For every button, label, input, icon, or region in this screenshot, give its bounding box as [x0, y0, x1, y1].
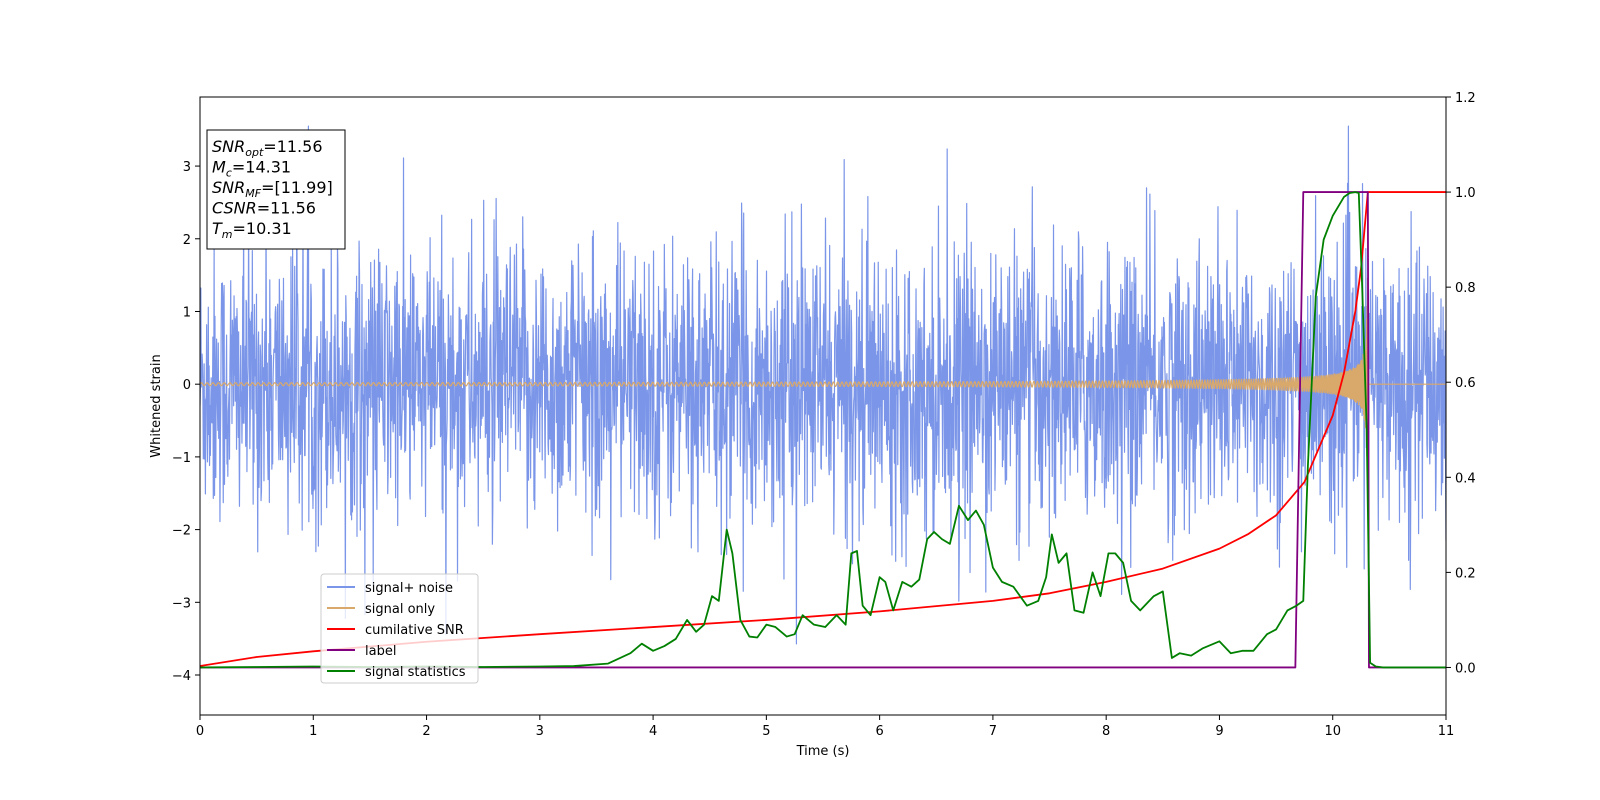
legend-box [320, 573, 479, 684]
annotation-variable: T [212, 219, 223, 238]
x-axis-label: Time (s) [796, 744, 850, 759]
x-tick-label: 4 [649, 724, 657, 739]
annotation-variable: CSNR [212, 199, 257, 218]
y2-tick-label: 0.2 [1455, 566, 1476, 581]
series-line-signal-only [200, 277, 1446, 457]
plot-frame [199, 96, 1447, 716]
y-tick-label: 3 [183, 160, 191, 175]
legend-label: signal+ noise [365, 581, 453, 596]
stats-annotation-box: SNRopt=11.56Mc=14.31SNRMF=[11.99]CSNR=11… [206, 129, 346, 250]
annotation-variable: SNR [212, 137, 245, 156]
y-axis-right: 0.0 0.2 0.4 0.6 0.8 1.0 1.2 [1446, 91, 1476, 676]
y2-tick-label: 1.0 [1455, 186, 1476, 201]
y-tick-label: −1 [172, 451, 191, 466]
y-axis-left: −4 −3 −2 −1 0 1 2 3 [172, 160, 200, 684]
series-line-cumilative-snr [200, 191, 1446, 667]
x-tick-label: 10 [1324, 724, 1341, 739]
annotation-value: =[11.99] [261, 178, 333, 197]
annotation-subscript: MF [245, 187, 261, 200]
x-tick-label: 7 [989, 724, 997, 739]
y-tick-label: 0 [183, 378, 191, 393]
y-tick-label: −2 [172, 524, 191, 539]
plot-area [200, 125, 1446, 669]
y-tick-label: −3 [172, 596, 191, 611]
legend: signal+ noise signal only cumilative SNR la… [320, 573, 479, 684]
x-tick-label: 3 [536, 724, 544, 739]
series-line-signal-noise [200, 125, 1446, 645]
legend-label: signal only [365, 602, 435, 617]
series-line-signal-statistics [200, 191, 1446, 669]
x-tick-label: 2 [422, 724, 430, 739]
y2-tick-label: 0.8 [1455, 281, 1476, 296]
y-tick-label: 1 [183, 305, 191, 320]
y2-tick-label: 0.4 [1455, 471, 1476, 486]
x-tick-label: 8 [1102, 724, 1110, 739]
legend-label: cumilative SNR [365, 623, 464, 638]
x-tick-label: 0 [196, 724, 204, 739]
x-tick-label: 11 [1438, 724, 1455, 739]
x-tick-label: 6 [875, 724, 883, 739]
x-axis: 0 1 2 3 4 5 6 7 8 9 10 11 [196, 715, 1454, 739]
annotation-subscript: opt [245, 146, 264, 159]
annotation-box [206, 129, 346, 250]
x-tick-label: 5 [762, 724, 770, 739]
annotation-variable: M [212, 158, 226, 177]
y2-tick-label: 0.6 [1455, 376, 1476, 391]
legend-label: signal statistics [365, 665, 466, 680]
annotation-subscript: c [226, 167, 232, 180]
annotation-variable: SNR [212, 178, 245, 197]
y2-tick-label: 1.2 [1455, 91, 1476, 106]
annotation-line: SNRopt=11.56 [212, 137, 323, 159]
y-axis-label: Whitened strain [149, 354, 164, 457]
y-tick-label: −4 [172, 669, 191, 684]
annotation-line: Mc=14.31 [212, 158, 291, 180]
y2-tick-label: 0.0 [1455, 661, 1476, 676]
x-tick-label: 9 [1215, 724, 1223, 739]
annotation-line: CSNR=11.56 [212, 199, 316, 218]
annotation-value: =11.56 [257, 199, 316, 218]
legend-label: label [365, 644, 396, 659]
x-tick-label: 1 [309, 724, 317, 739]
annotation-line: Tm=10.31 [212, 219, 292, 241]
annotation-value: =14.31 [232, 158, 291, 177]
annotation-subscript: m [222, 228, 233, 241]
annotation-line: SNRMF=[11.99] [212, 178, 333, 200]
y-tick-label: 2 [183, 233, 191, 248]
annotation-value: =11.56 [263, 137, 322, 156]
annotation-value: =10.31 [233, 219, 292, 238]
